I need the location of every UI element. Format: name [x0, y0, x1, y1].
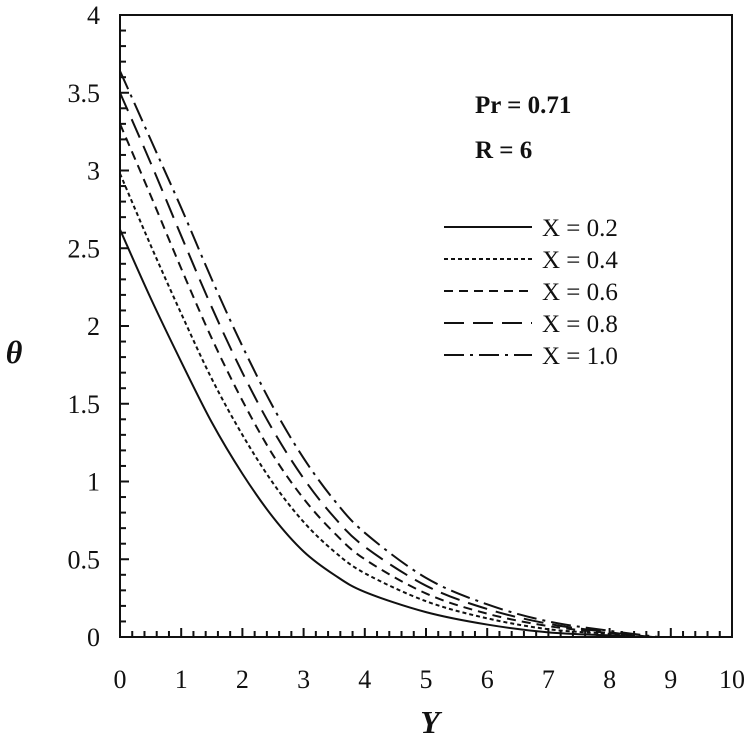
series-line-3 — [119, 123, 647, 638]
y-tick-label: 2.5 — [68, 234, 101, 263]
series-line-5 — [119, 70, 659, 638]
x-tick-label: 8 — [603, 665, 616, 694]
legend-label-2: X = 0.4 — [542, 247, 618, 274]
legend-label-3: X = 0.6 — [542, 279, 618, 306]
y-tick-label: 1 — [87, 468, 100, 497]
annotation-pr: Pr = 0.71 — [475, 92, 571, 119]
tick-labels: 0 1 2 3 4 5 6 7 8 9 10 0 0.5 1 1.5 2 2.5 3 3.5 4 — [68, 1, 746, 694]
x-tick-label: 1 — [175, 665, 188, 694]
legend: X = 0.2 X = 0.4 X = 0.6 X = 0.8 X = 1.0 — [444, 215, 618, 370]
y-tick-label: 1.5 — [68, 390, 101, 419]
legend-label-4: X = 0.8 — [542, 311, 618, 338]
y-tick-label: 2 — [87, 312, 100, 341]
x-tick-label: 6 — [481, 665, 494, 694]
x-tick-label: 9 — [664, 665, 677, 694]
x-tick-label: 0 — [114, 665, 127, 694]
y-tick-label: 3 — [87, 157, 100, 186]
x-tick-label: 4 — [358, 665, 371, 694]
series-line-2 — [119, 173, 641, 638]
legend-label-1: X = 0.2 — [542, 215, 618, 242]
series-line-4 — [119, 92, 653, 638]
y-axis-title: θ — [6, 334, 23, 370]
annotation-r: R = 6 — [475, 137, 532, 164]
y-tick-label: 0 — [87, 623, 100, 652]
axis-ticks — [119, 14, 733, 638]
y-tick-label: 0.5 — [68, 545, 101, 574]
x-tick-label: 10 — [719, 665, 745, 694]
y-tick-label: 4 — [87, 1, 100, 30]
x-tick-label: 3 — [297, 665, 310, 694]
x-tick-label: 5 — [420, 665, 433, 694]
plot-frame — [119, 14, 733, 638]
series-line-1 — [119, 229, 641, 638]
y-tick-label: 3.5 — [68, 79, 101, 108]
x-axis-title: Y — [420, 704, 442, 740]
series-layer — [119, 70, 659, 638]
legend-label-5: X = 1.0 — [542, 343, 618, 370]
x-tick-label: 7 — [542, 665, 555, 694]
x-tick-label: 2 — [236, 665, 249, 694]
